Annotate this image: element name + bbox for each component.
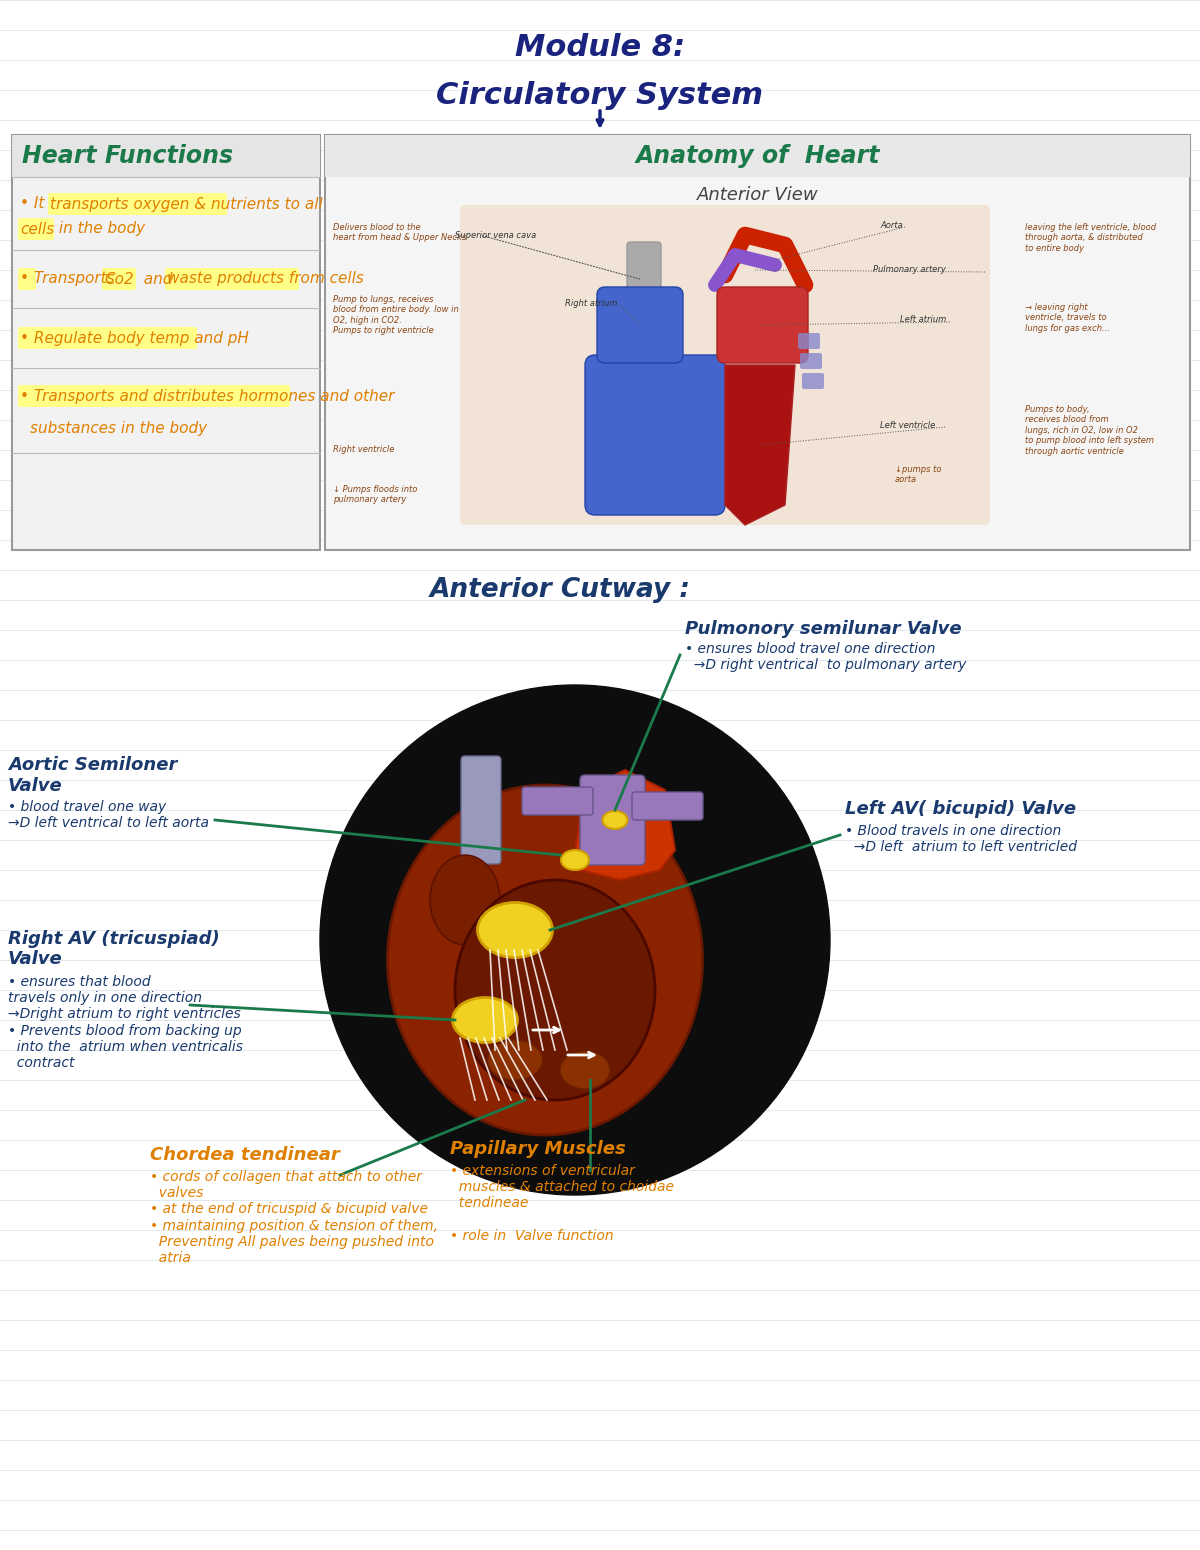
Ellipse shape [562,849,589,870]
FancyBboxPatch shape [325,135,1190,550]
Ellipse shape [478,902,552,958]
Text: Right ventricle: Right ventricle [334,445,395,454]
FancyBboxPatch shape [628,242,661,318]
Text: Left ventricle: Left ventricle [880,420,935,429]
Text: Anterior View: Anterior View [697,186,818,205]
Text: Left atrium: Left atrium [900,316,947,324]
FancyBboxPatch shape [798,333,820,349]
Text: leaving the left ventricle, blood
through aorta, & distributed
to entire body: leaving the left ventricle, blood throug… [1025,223,1156,253]
Text: Delivers blood to the
heart from head & Upper Necks: Delivers blood to the heart from head & … [334,223,467,242]
Text: Right AV (tricuspiad): Right AV (tricuspiad) [8,930,220,949]
Text: substances in the body: substances in the body [30,420,208,436]
Text: and: and [134,271,178,287]
Text: transports oxygen & nutrients to all: transports oxygen & nutrients to all [50,197,323,211]
Ellipse shape [455,880,655,1100]
Text: Pulmonory semilunar Valve: Pulmonory semilunar Valve [685,620,961,639]
FancyBboxPatch shape [718,287,808,363]
FancyBboxPatch shape [580,775,646,865]
FancyBboxPatch shape [12,135,320,177]
Text: • blood travel one way
→D left ventrical to left aorta: • blood travel one way →D left ventrical… [8,800,209,831]
FancyBboxPatch shape [586,355,725,515]
Text: • Regulate body temp and pH: • Regulate body temp and pH [20,330,248,346]
FancyBboxPatch shape [461,756,502,863]
Text: Heart Functions: Heart Functions [22,144,233,167]
Text: • It: • It [20,197,49,211]
FancyBboxPatch shape [802,374,824,389]
FancyBboxPatch shape [18,327,197,349]
Text: Chordea tendinear: Chordea tendinear [150,1145,340,1164]
Ellipse shape [602,811,628,829]
Text: Pumps to body,
receives blood from
lungs, rich in O2, low in O2
to pump blood in: Pumps to body, receives blood from lungs… [1025,405,1154,456]
Ellipse shape [388,784,702,1135]
FancyBboxPatch shape [460,205,990,525]
FancyBboxPatch shape [166,268,299,290]
FancyBboxPatch shape [598,287,683,363]
Text: in the body: in the body [54,222,145,237]
Text: Anterior Cutway :: Anterior Cutway : [430,577,691,603]
Text: • extensions of ventricular
  muscles & attached to choidae
  tendineae

• role : • extensions of ventricular muscles & at… [450,1164,674,1243]
FancyBboxPatch shape [522,787,593,815]
Text: Aortic Semiloner
Valve: Aortic Semiloner Valve [8,756,178,795]
Text: Circulatory System: Circulatory System [437,81,763,110]
Text: Aorta: Aorta [880,220,902,229]
Text: • Blood travels in one direction
  →D left  atrium to left ventricled: • Blood travels in one direction →D left… [845,825,1078,854]
Text: • Transports: • Transports [20,271,115,287]
Text: • cords of collagen that attach to other
  valves
• at the end of tricuspid & bi: • cords of collagen that attach to other… [150,1170,438,1265]
Text: Superior vena cava: Superior vena cava [455,231,536,240]
Text: Left AV( bicupid) Valve: Left AV( bicupid) Valve [845,800,1076,818]
Text: • Transports and distributes hormones and other: • Transports and distributes hormones an… [20,389,395,403]
Text: • ensures that blood
travels only in one direction
→Dright atrium to right ventr: • ensures that blood travels only in one… [8,975,242,1070]
FancyBboxPatch shape [102,268,136,290]
Ellipse shape [430,856,500,945]
Text: → leaving right
ventricle, travels to
lungs for gas exch...: → leaving right ventricle, travels to lu… [1025,302,1110,333]
Text: • ensures blood travel one direction
  →D right ventrical  to pulmonary artery: • ensures blood travel one direction →D … [685,642,966,673]
Text: Right atrium: Right atrium [565,299,617,307]
Ellipse shape [560,1051,610,1090]
Text: cells: cells [20,222,54,237]
FancyBboxPatch shape [18,268,36,290]
FancyBboxPatch shape [800,353,822,369]
Text: Module 8:: Module 8: [515,34,685,62]
FancyBboxPatch shape [18,219,54,240]
Text: Papillary Muscles: Papillary Muscles [450,1139,625,1158]
Text: ↓ Pumps floods into
pulmonary artery: ↓ Pumps floods into pulmonary artery [334,485,418,504]
FancyBboxPatch shape [325,135,1190,177]
Polygon shape [725,364,796,525]
Text: Anatomy of  Heart: Anatomy of Heart [635,144,880,167]
Text: Pump to lungs, receives
blood from entire body. low in
O2, high in CO2.
Pumps to: Pump to lungs, receives blood from entir… [334,294,458,335]
Polygon shape [575,770,674,880]
Circle shape [320,685,830,1195]
Ellipse shape [487,1040,542,1080]
FancyBboxPatch shape [12,135,320,550]
Text: Pulmonary artery: Pulmonary artery [874,265,946,274]
Text: ↓pumps to
aorta: ↓pumps to aorta [895,465,942,485]
FancyBboxPatch shape [632,792,703,820]
Text: Co2: Co2 [104,271,133,287]
FancyBboxPatch shape [18,384,290,408]
Text: Valve: Valve [8,950,62,969]
FancyBboxPatch shape [48,194,227,215]
Text: waste products from cells: waste products from cells [167,271,364,287]
Ellipse shape [452,998,517,1043]
